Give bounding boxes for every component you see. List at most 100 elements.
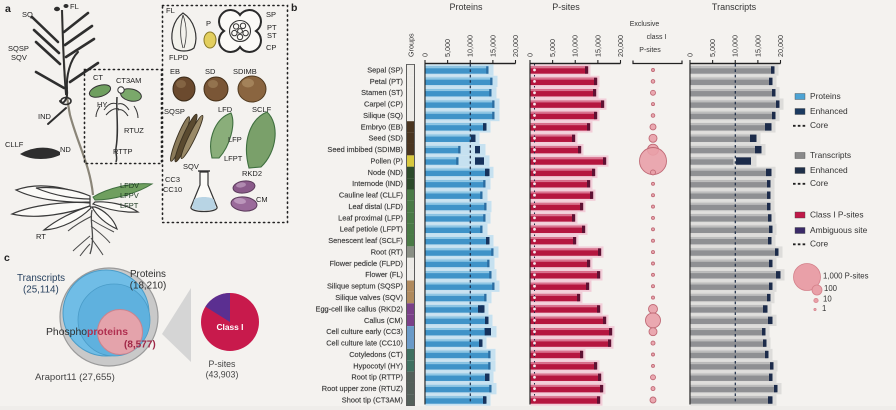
svg-text:Core: Core <box>810 239 828 249</box>
svg-text:10,000: 10,000 <box>466 35 475 57</box>
svg-text:Root upper zone (RTUZ): Root upper zone (RTUZ) <box>322 384 403 393</box>
svg-text:LFPT: LFPT <box>120 201 139 210</box>
svg-text:10: 10 <box>823 295 832 304</box>
svg-text:Phosphoproteins: Phosphoproteins <box>46 327 128 338</box>
svg-text:Internode (IND): Internode (IND) <box>352 179 403 188</box>
svg-text:0: 0 <box>685 53 694 57</box>
svg-text:HY: HY <box>97 100 107 109</box>
svg-text:P-sites: P-sites <box>209 359 236 369</box>
svg-text:15,000: 15,000 <box>753 35 762 57</box>
svg-text:Root (RT): Root (RT) <box>371 248 403 257</box>
svg-text:Flower pedicle (FLPD): Flower pedicle (FLPD) <box>329 259 403 268</box>
svg-text:Transcripts: Transcripts <box>810 150 851 160</box>
svg-text:Leaf petiole (LFPT): Leaf petiole (LFPT) <box>340 225 403 234</box>
svg-text:Core: Core <box>810 178 828 188</box>
svg-text:1,000 P-sites: 1,000 P-sites <box>823 272 869 281</box>
svg-text:Root tip (RTTP): Root tip (RTTP) <box>351 373 403 382</box>
svg-text:Seed (SD): Seed (SD) <box>368 134 403 143</box>
svg-text:CT3AM: CT3AM <box>116 76 141 85</box>
svg-text:P: P <box>206 19 211 28</box>
svg-text:CC10: CC10 <box>163 185 182 194</box>
svg-text:0: 0 <box>420 53 429 57</box>
svg-text:Leaf distal (LFD): Leaf distal (LFD) <box>348 202 403 211</box>
svg-text:10,000: 10,000 <box>731 35 740 57</box>
svg-text:Cauline leaf (CLLF): Cauline leaf (CLLF) <box>339 191 403 200</box>
svg-text:Proteins: Proteins <box>130 269 166 280</box>
svg-text:Ambiguous site: Ambiguous site <box>810 225 868 235</box>
svg-text:Enhanced: Enhanced <box>810 165 848 175</box>
svg-text:20,000: 20,000 <box>616 35 625 57</box>
svg-text:SQSP: SQSP <box>164 107 185 116</box>
svg-text:CP: CP <box>266 43 276 52</box>
svg-text:SQV: SQV <box>183 162 199 171</box>
svg-text:Enhanced: Enhanced <box>810 106 848 116</box>
svg-text:(43,903): (43,903) <box>206 370 239 380</box>
svg-text:SQSP: SQSP <box>8 44 29 53</box>
svg-text:LFPT: LFPT <box>224 154 243 163</box>
svg-text:Leaf proximal (LFP): Leaf proximal (LFP) <box>338 213 403 222</box>
svg-text:Egg-cell like callus (RKD2): Egg-cell like callus (RKD2) <box>316 304 403 313</box>
svg-text:Callus (CM): Callus (CM) <box>364 316 403 325</box>
svg-text:20,000: 20,000 <box>776 35 785 57</box>
svg-text:Flower (FL): Flower (FL) <box>365 270 403 279</box>
svg-text:RTTP: RTTP <box>113 147 132 156</box>
svg-text:CLLF: CLLF <box>5 140 24 149</box>
svg-text:Embryo (EB): Embryo (EB) <box>361 122 403 131</box>
svg-text:Petal (PT): Petal (PT) <box>370 77 403 86</box>
svg-text:IND: IND <box>38 112 52 121</box>
svg-text:Cell culture early (CC3): Cell culture early (CC3) <box>326 327 403 336</box>
svg-text:ND: ND <box>60 145 71 154</box>
svg-text:(18,210): (18,210) <box>130 281 167 292</box>
svg-text:20,000: 20,000 <box>511 35 520 57</box>
svg-text:class I: class I <box>647 34 667 41</box>
svg-text:a: a <box>5 3 11 15</box>
svg-text:0: 0 <box>525 53 534 57</box>
svg-text:Class I: Class I <box>216 322 243 332</box>
svg-text:10,000: 10,000 <box>571 35 580 57</box>
svg-text:Silique valves (SQV): Silique valves (SQV) <box>335 293 403 302</box>
svg-text:Proteins: Proteins <box>810 91 841 101</box>
svg-text:PT: PT <box>267 23 277 32</box>
svg-text:Node (ND): Node (ND) <box>368 168 403 177</box>
svg-text:LFD: LFD <box>218 105 233 114</box>
svg-text:100: 100 <box>824 284 838 293</box>
svg-text:Cotyledons (CT): Cotyledons (CT) <box>349 350 403 359</box>
svg-text:Seed imbibed (SDIMB): Seed imbibed (SDIMB) <box>327 145 403 154</box>
svg-text:1: 1 <box>822 304 826 313</box>
svg-text:LFPV: LFPV <box>120 191 139 200</box>
svg-text:(8,577): (8,577) <box>124 340 156 351</box>
svg-text:Groups: Groups <box>407 33 416 57</box>
svg-text:15,000: 15,000 <box>488 35 497 57</box>
svg-text:Proteins: Proteins <box>449 2 483 12</box>
svg-text:Transcripts: Transcripts <box>17 273 65 284</box>
svg-text:Core: Core <box>810 120 828 130</box>
svg-text:SDIMB: SDIMB <box>233 67 257 76</box>
svg-text:Pollen (P): Pollen (P) <box>371 156 403 165</box>
svg-text:CT: CT <box>93 73 103 82</box>
svg-text:c: c <box>4 252 10 264</box>
svg-text:Cell culture late (CC10): Cell culture late (CC10) <box>326 339 403 348</box>
svg-text:FL: FL <box>70 2 79 11</box>
svg-text:ST: ST <box>267 31 277 40</box>
svg-text:P-sites: P-sites <box>639 47 661 54</box>
svg-text:Araport11 (27,655): Araport11 (27,655) <box>35 372 115 383</box>
svg-text:LFDV: LFDV <box>120 181 139 190</box>
svg-text:5,000: 5,000 <box>708 39 717 57</box>
svg-text:EB: EB <box>170 67 180 76</box>
svg-text:Silique septum (SQSP): Silique septum (SQSP) <box>327 282 403 291</box>
svg-text:FLPD: FLPD <box>169 53 189 62</box>
svg-text:5,000: 5,000 <box>443 39 452 57</box>
svg-text:SD: SD <box>205 67 216 76</box>
svg-text:Shoot tip (CT3AM): Shoot tip (CT3AM) <box>342 395 403 404</box>
svg-text:FL: FL <box>166 6 175 15</box>
svg-text:SQV: SQV <box>11 53 27 62</box>
svg-text:15,000: 15,000 <box>593 35 602 57</box>
svg-text:Hypocotyl (HY): Hypocotyl (HY) <box>353 361 403 370</box>
svg-text:RT: RT <box>36 232 46 241</box>
svg-text:Carpel (CP): Carpel (CP) <box>364 100 403 109</box>
svg-text:Exclusive: Exclusive <box>630 21 660 28</box>
svg-text:SP: SP <box>266 10 276 19</box>
svg-text:RTUZ: RTUZ <box>124 126 144 135</box>
svg-text:LFP: LFP <box>228 135 242 144</box>
svg-text:Silique (SQ): Silique (SQ) <box>363 111 403 120</box>
